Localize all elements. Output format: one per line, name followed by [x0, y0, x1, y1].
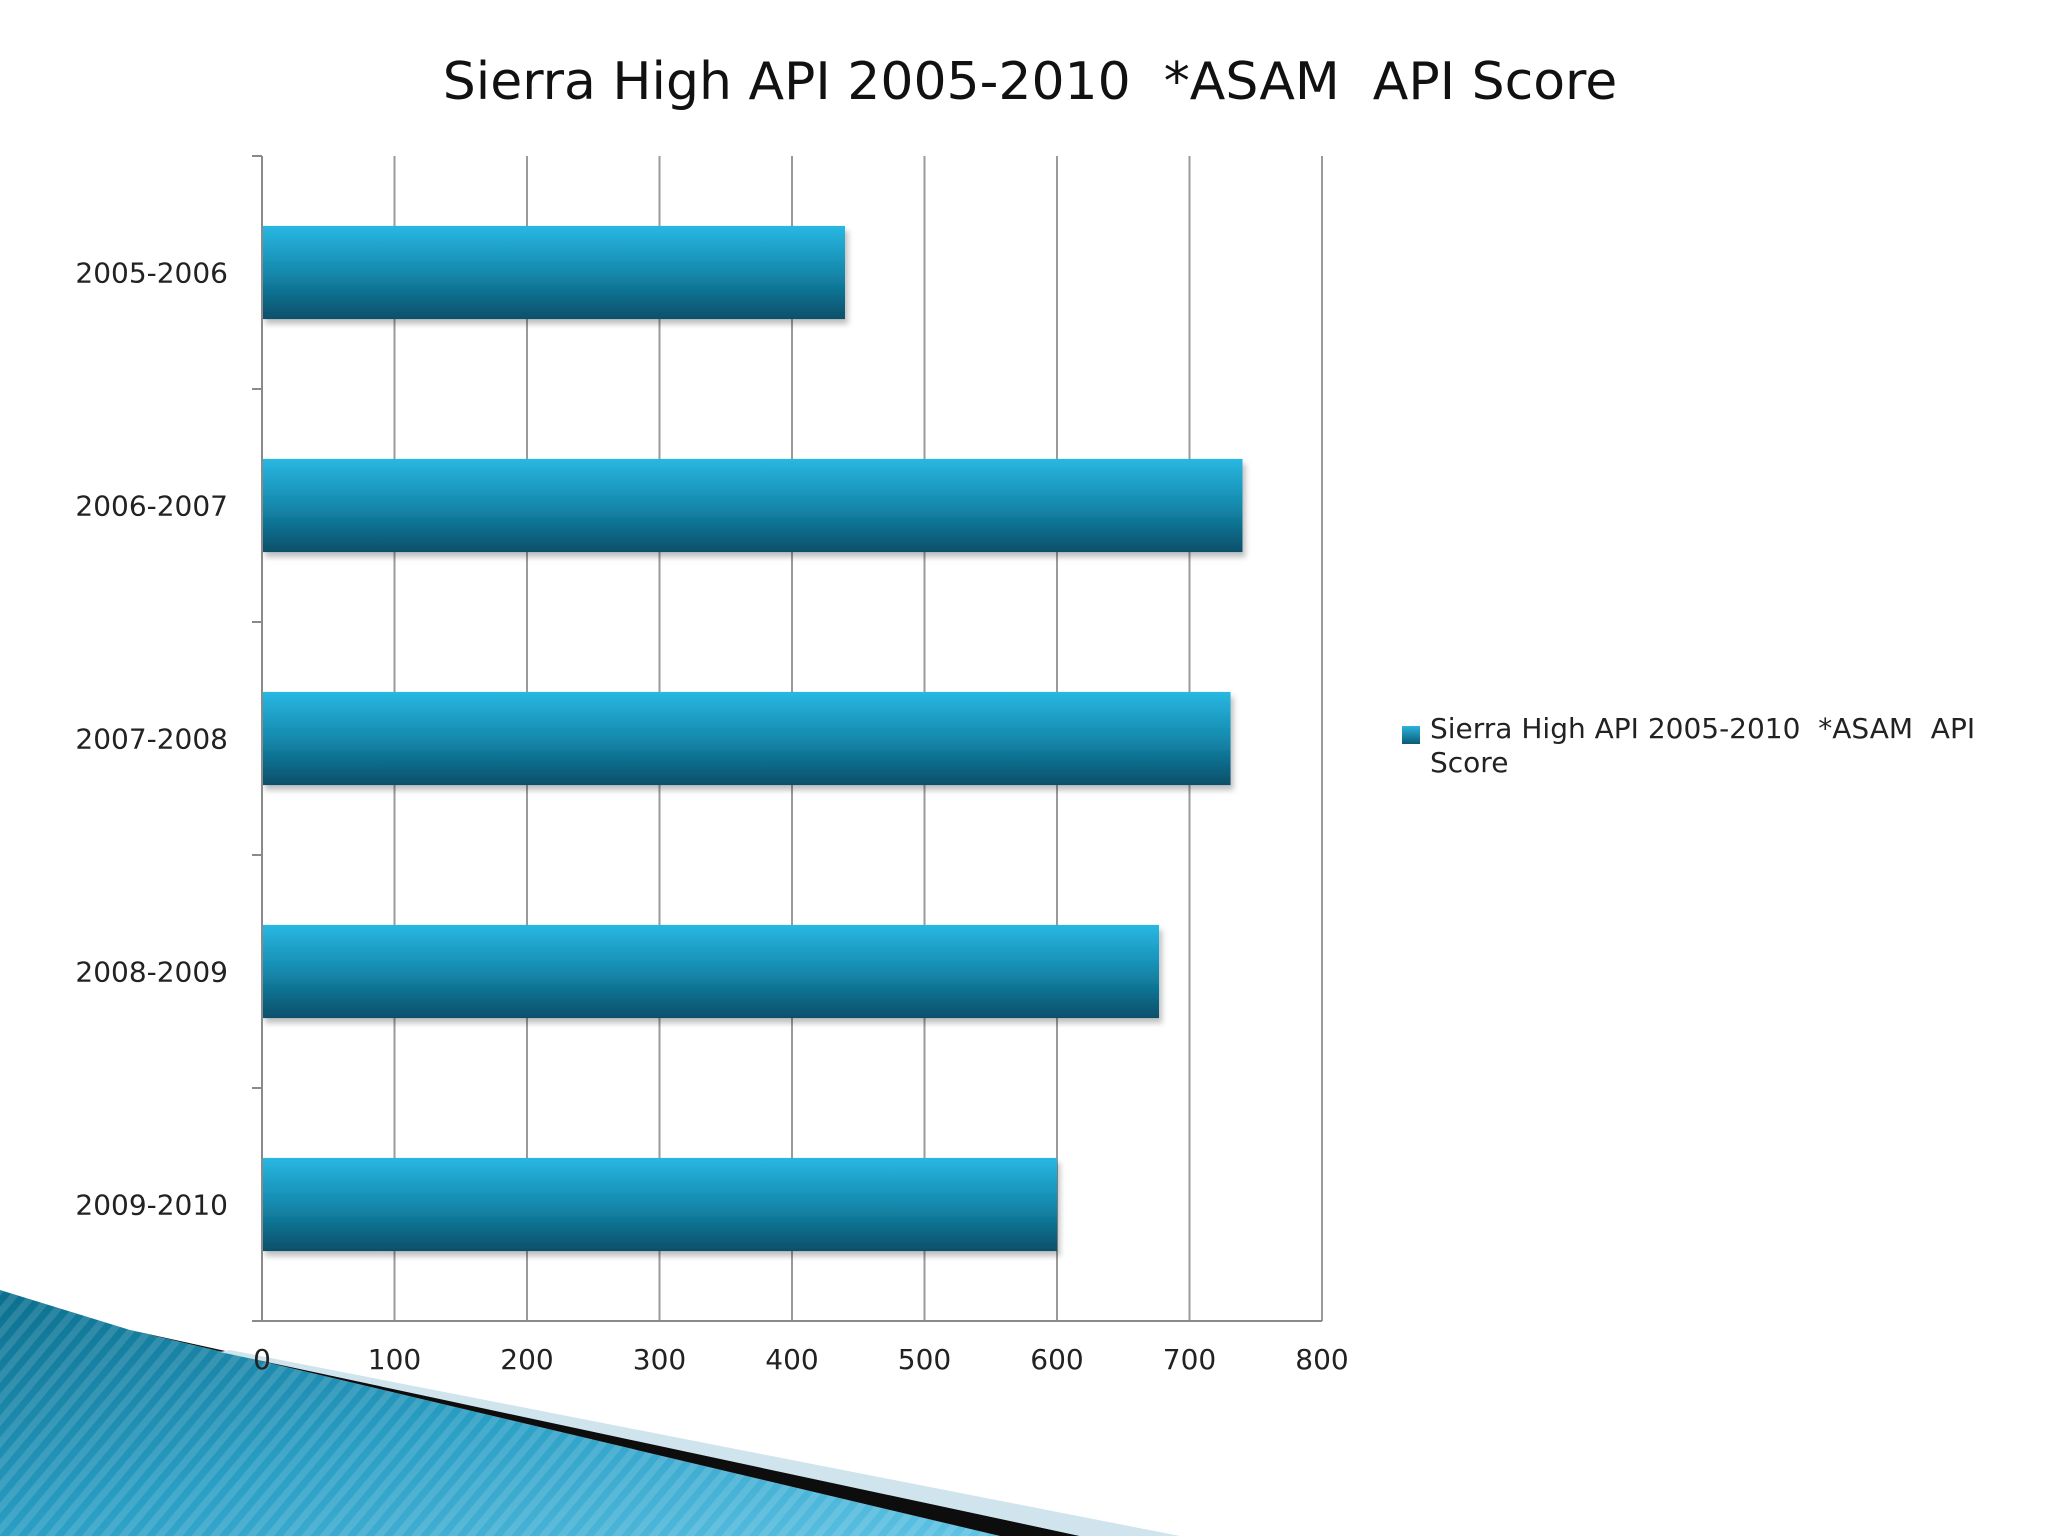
legend-label: Sierra High API 2005-2010 *ASAM API Scor… [1430, 712, 1985, 779]
y-tick-label: 2009-2010 [75, 1189, 228, 1222]
bar-2007-2008 [262, 691, 1231, 786]
y-tick-label: 2008-2009 [75, 956, 228, 989]
x-tick-label: 400 [765, 1343, 818, 1376]
legend: Sierra High API 2005-2010 *ASAM API Scor… [1402, 712, 2002, 780]
x-tick-label: 200 [500, 1343, 553, 1376]
chart-title: Sierra High API 2005-2010 *ASAM API Scor… [442, 52, 1618, 112]
bars [262, 225, 1243, 1252]
x-tick-label: 600 [1030, 1343, 1083, 1376]
bar-2006-2007 [262, 458, 1243, 553]
x-tick-label: 800 [1295, 1343, 1348, 1376]
y-tick-label: 2005-2006 [75, 257, 228, 290]
x-tick-label: 700 [1163, 1343, 1216, 1376]
y-tick-label: 2007-2008 [75, 723, 228, 756]
x-tick-label: 300 [633, 1343, 686, 1376]
x-tick-label: 0 [253, 1343, 271, 1376]
bar-2005-2006 [262, 225, 845, 320]
x-tick-label: 500 [898, 1343, 951, 1376]
x-tick-label: 100 [368, 1343, 421, 1376]
tick-labels: 0 100 200 300 400 500 600 700 800 2005-2006 2006-2… [75, 257, 1348, 1377]
bar-2008-2009 [262, 924, 1160, 1019]
axes [252, 155, 1322, 1322]
y-tick-label: 2006-2007 [75, 490, 228, 523]
bar-2009-2010 [262, 1157, 1057, 1252]
legend-swatch [1402, 726, 1420, 744]
